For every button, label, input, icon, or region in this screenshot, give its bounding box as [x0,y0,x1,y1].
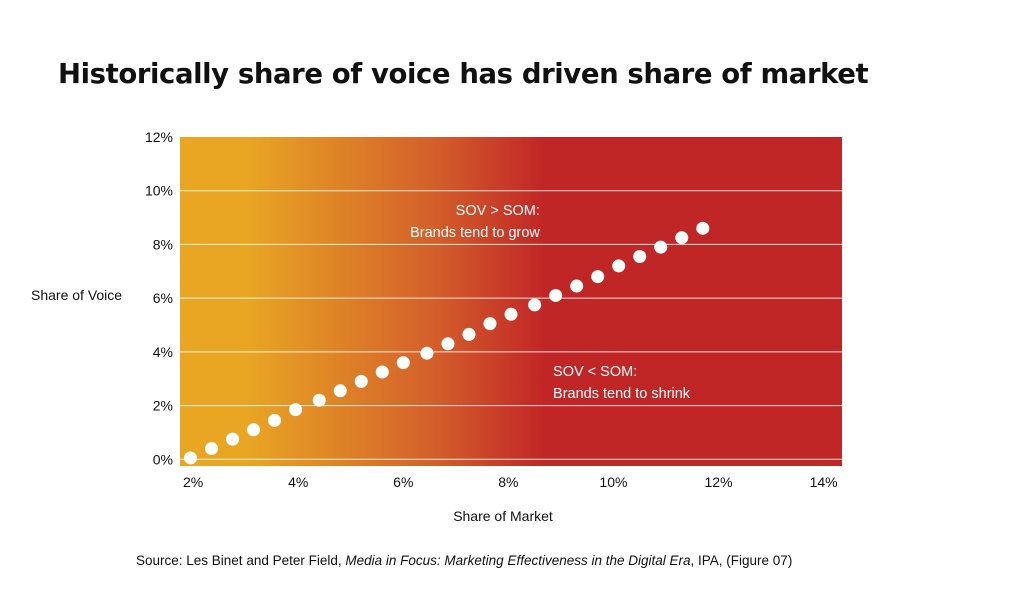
y-tick-label: 8% [153,236,173,252]
x-tick-label: 8% [498,474,518,490]
y-axis-label: Share of Voice [31,287,122,303]
data-point [504,307,518,321]
data-point [375,365,389,379]
y-tick-label: 0% [153,451,173,467]
x-axis-ticks: 2% 4% 6% 8% 10% 12% 14% [183,474,838,490]
y-tick-label: 12% [145,129,173,145]
x-tick-label: 12% [705,474,733,490]
annotations: SOV > SOM: Brands tend to grow SOV < SOM: B… [410,203,691,402]
data-point [354,374,368,388]
source-suffix: , IPA, (Figure 07) [690,553,793,568]
y-tick-label: 2% [153,398,173,414]
data-point [268,413,282,427]
x-tick-label: 10% [599,474,627,490]
data-point [654,240,668,254]
data-point [549,288,563,302]
annotation: SOV > SOM: Brands tend to grow [410,203,540,241]
data-point [612,259,626,273]
data-point [312,393,326,407]
chart-title: Historically share of voice has driven s… [58,58,869,90]
x-axis-label: Share of Market [453,508,553,524]
y-axis-ticks: 0% 2% 4% 6% 8% 10% 12% [145,129,173,467]
data-point [591,270,605,284]
source-citation: Source: Les Binet and Peter Field, Media… [136,553,792,568]
data-point [247,423,261,437]
data-point [483,317,497,331]
annotation-line: Brands tend to grow [410,225,540,241]
data-point [462,327,476,341]
x-tick-label: 14% [810,474,838,490]
data-point [528,298,542,312]
data-point [333,384,347,398]
y-tick-label: 4% [153,344,173,360]
source-publication: Media in Focus: Marketing Effectiveness … [345,553,691,568]
data-point [675,231,689,245]
annotation-line: Brands tend to shrink [553,386,691,402]
data-point [441,337,455,351]
gridlines [180,190,842,460]
data-point [396,356,410,370]
data-point [184,451,198,465]
x-tick-label: 4% [288,474,308,490]
data-point [696,221,710,235]
source-prefix: Source: Les Binet and Peter Field, [136,553,346,568]
x-tick-label: 6% [393,474,413,490]
annotation-line: SOV < SOM: [553,364,637,380]
data-point [633,250,647,264]
data-point [226,432,240,446]
y-tick-label: 10% [145,183,173,199]
y-tick-label: 6% [153,290,173,306]
data-point [570,279,584,293]
data-points [184,221,710,465]
data-point [420,346,434,360]
data-point [205,442,219,456]
annotation-line: SOV > SOM: [456,203,540,219]
x-tick-label: 2% [183,474,203,490]
annotation: SOV < SOM: Brands tend to shrink [553,364,691,402]
data-point [289,403,303,417]
